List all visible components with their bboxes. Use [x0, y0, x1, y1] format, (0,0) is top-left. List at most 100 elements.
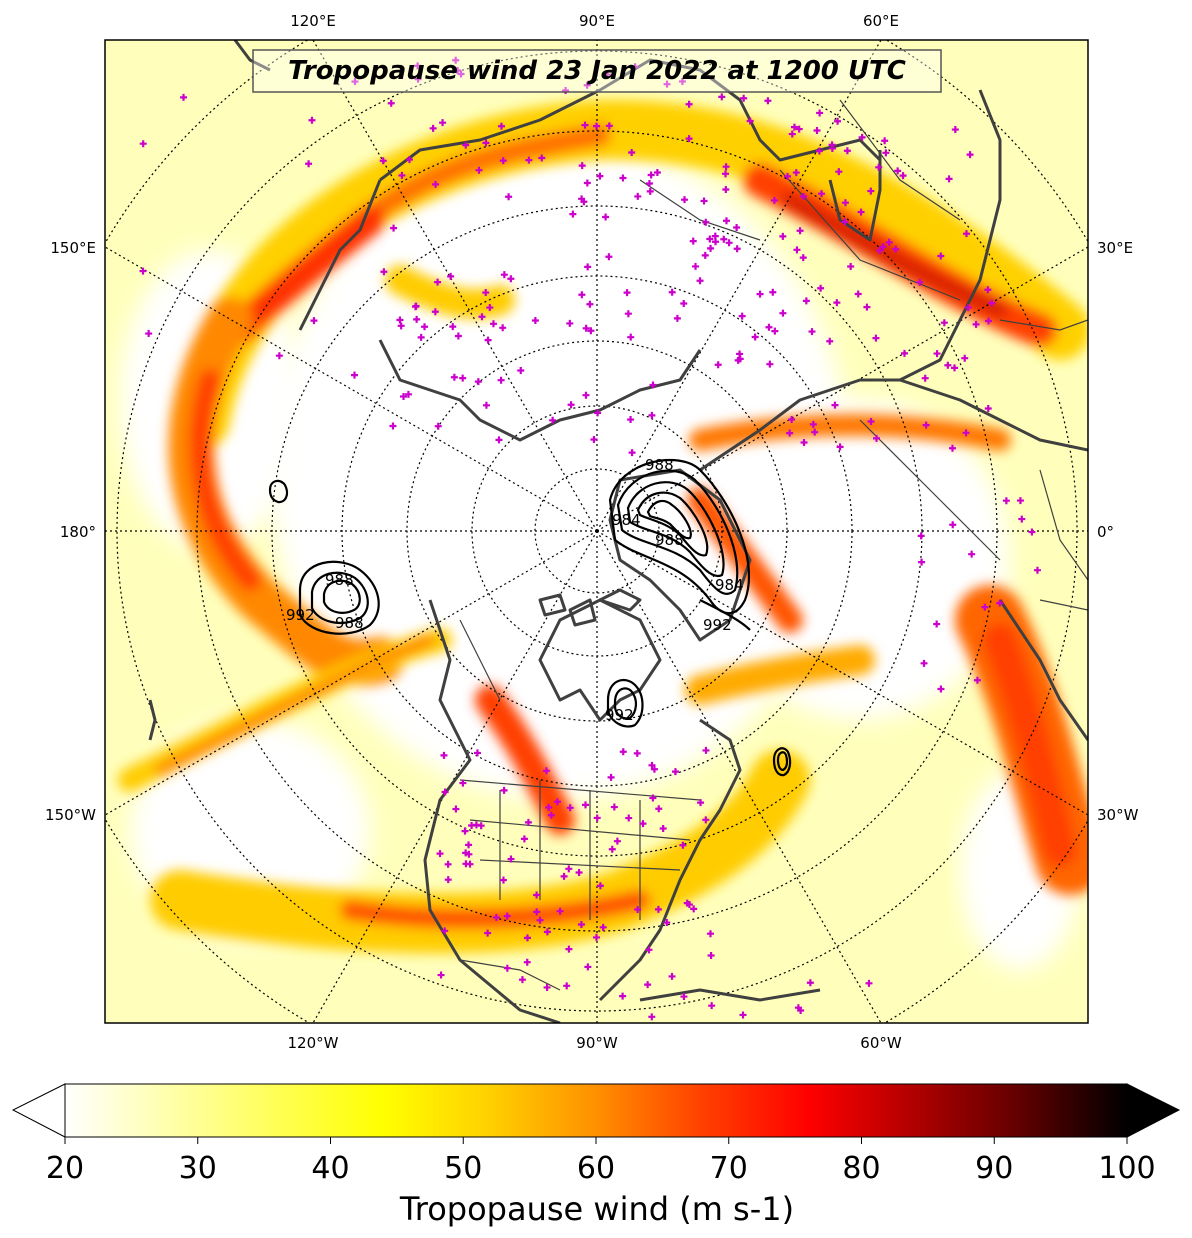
station-marker: [685, 100, 693, 108]
station-marker: [857, 208, 865, 216]
station-marker: [649, 794, 657, 802]
colorbar-extend-max: [1126, 1083, 1181, 1138]
station-marker: [1028, 528, 1036, 536]
station-marker: [872, 334, 880, 342]
station-marker: [396, 316, 404, 324]
station-marker: [644, 981, 652, 989]
station-marker: [920, 659, 928, 667]
station-marker: [841, 199, 849, 207]
station-marker: [678, 77, 686, 85]
station-marker: [441, 788, 449, 796]
station-marker: [680, 993, 688, 1001]
station-marker: [679, 841, 687, 849]
station-marker: [457, 70, 465, 78]
station-marker: [619, 174, 627, 182]
station-marker: [725, 239, 733, 247]
contour-label: 992: [703, 616, 732, 634]
borders: [459, 99, 1088, 991]
station-marker: [951, 126, 959, 134]
lon-label-left: 180°: [60, 523, 96, 541]
station-marker: [792, 169, 800, 177]
station-marker: [596, 172, 604, 180]
station-marker: [944, 361, 952, 369]
station-marker: [648, 761, 656, 769]
station-marker: [961, 354, 969, 362]
station-marker: [697, 799, 705, 807]
station-marker: [892, 245, 900, 253]
title-box: Tropopause wind 23 Jan 2022 at 1200 UTC: [252, 49, 942, 93]
station-marker: [784, 172, 792, 180]
low-atlantic: [608, 458, 751, 631]
station-marker: [596, 882, 604, 890]
station-marker: [566, 804, 574, 812]
station-marker: [794, 1004, 802, 1012]
station-marker: [815, 147, 823, 155]
station-marker: [633, 749, 641, 757]
station-marker: [478, 313, 486, 321]
station-marker: [497, 376, 505, 384]
station-marker: [1002, 497, 1010, 505]
station-marker: [647, 171, 655, 179]
station-marker: [722, 163, 730, 171]
station-marker: [482, 139, 490, 147]
station-marker: [417, 333, 425, 341]
station-marker: [578, 291, 586, 299]
station-marker: [738, 312, 746, 320]
station-marker: [492, 913, 500, 921]
station-marker: [685, 135, 693, 143]
colorbar-ticks: 20 30 40 50 60 70 80 90 100: [46, 1137, 1156, 1186]
station-marker: [497, 122, 505, 130]
station-marker: [625, 814, 633, 822]
colorbar-tick-label: 50: [444, 1151, 482, 1186]
station-marker: [411, 303, 419, 311]
station-marker: [628, 449, 636, 457]
station-marker: [473, 749, 481, 757]
station-marker: [733, 245, 741, 253]
station-marker: [899, 172, 907, 180]
station-marker: [518, 976, 526, 984]
contour-label: 984: [715, 576, 744, 594]
colorbar: 20 30 40 50 60 70 80 90 100 Tropopause wind (m s…: [11, 1083, 1181, 1228]
station-marker: [434, 278, 442, 286]
station-marker: [482, 289, 490, 297]
station-marker: [811, 428, 819, 436]
lon-label-top: 120°E: [290, 12, 336, 30]
station-marker: [461, 827, 469, 835]
low-pacific: [298, 560, 380, 635]
station-marker: [937, 685, 945, 693]
station-marker: [139, 267, 147, 275]
station-marker: [718, 93, 726, 101]
station-marker: [582, 391, 590, 399]
station-marker: [499, 324, 507, 332]
station-marker: [607, 773, 615, 781]
station-marker: [668, 288, 676, 296]
station-marker: [922, 421, 930, 429]
station-marker: [882, 149, 890, 157]
station-marker: [816, 109, 824, 117]
station-marker: [659, 824, 667, 832]
station-marker: [981, 603, 989, 611]
station-marker: [543, 983, 551, 991]
station-marker: [590, 436, 598, 444]
station-marker: [746, 117, 754, 125]
station-marker: [499, 876, 507, 884]
station-marker: [663, 80, 671, 88]
station-marker: [503, 912, 511, 920]
station-marker: [951, 364, 959, 372]
station-marker: [707, 244, 715, 252]
station-marker: [795, 125, 803, 133]
station-marker: [500, 271, 508, 279]
station-marker: [578, 195, 586, 203]
station-marker: [806, 979, 814, 987]
station-marker: [833, 299, 841, 307]
station-marker: [634, 192, 642, 200]
low-pacific-small: [268, 479, 289, 504]
station-marker: [779, 232, 787, 240]
station-marker: [429, 124, 437, 132]
station-marker: [894, 167, 902, 175]
station-marker: [577, 920, 585, 928]
station-marker: [736, 350, 744, 358]
station-marker: [706, 930, 714, 938]
station-marker: [826, 337, 834, 345]
lon-label-left: 150°E: [50, 239, 96, 257]
